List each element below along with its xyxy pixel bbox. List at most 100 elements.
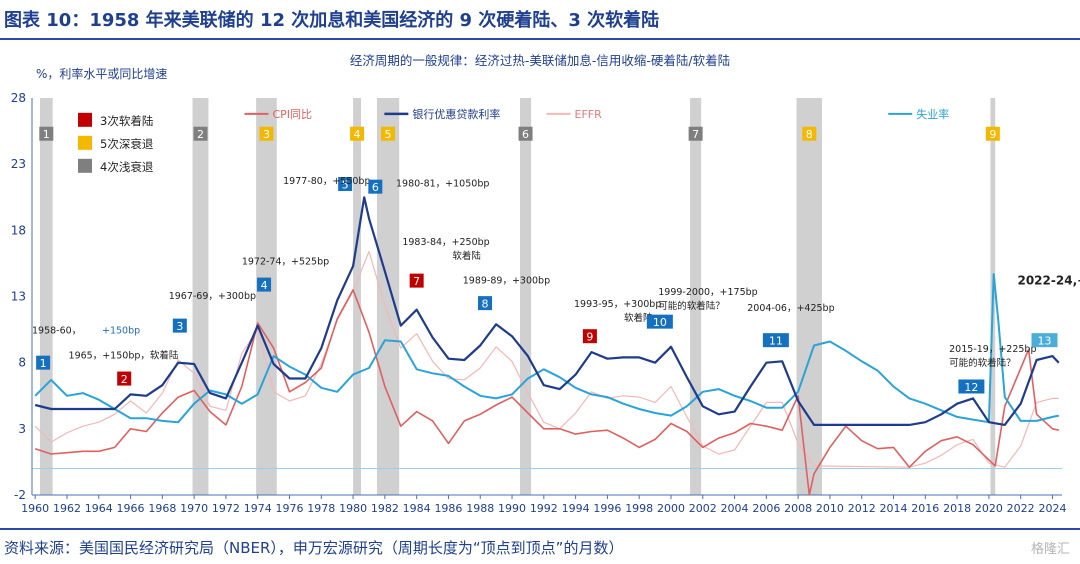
recession-label-5: 5 — [385, 128, 392, 141]
y-axis-label: %，利率水平或同比增速 — [36, 66, 167, 81]
recession-label-1: 1 — [43, 128, 50, 141]
recession-marker-8 — [802, 126, 817, 141]
hike-annotation-7: 1983-84，+250bp — [402, 237, 489, 248]
recession-label-2: 2 — [197, 128, 204, 141]
hike-annotation-13: 2022-24,+525bp — [1017, 274, 1080, 288]
recession-label-9: 9 — [989, 128, 996, 141]
hike-marker-label-3: 3 — [176, 320, 183, 333]
hike-marker-12 — [958, 379, 985, 394]
source-divider — [0, 528, 1080, 530]
hike-annotation-2-7: 软着陆 — [452, 250, 481, 262]
recession-marker-4 — [350, 126, 365, 141]
recession-label-6: 6 — [522, 128, 529, 141]
hike-annotation-2-1: +150bp — [102, 326, 140, 337]
hike-marker-label-4: 4 — [261, 279, 268, 292]
recession-label-3: 3 — [263, 128, 270, 141]
x-tick-label: 1996 — [593, 502, 621, 515]
x-tick-label: 2022 — [1007, 502, 1035, 515]
recession-marker-2 — [193, 126, 208, 141]
x-tick-label: 1994 — [562, 502, 590, 515]
x-tick-label: 1978 — [307, 502, 335, 515]
type-legend-swatch-2 — [78, 112, 92, 127]
hike-annotation-1: 1958-60， — [32, 326, 81, 337]
hike-marker-label-10: 10 — [653, 316, 667, 329]
recession-label-7: 7 — [692, 128, 699, 141]
x-tick-label: 1968 — [148, 502, 176, 515]
x-tick-label: 1976 — [276, 502, 304, 515]
x-tick-label: 2006 — [752, 502, 780, 515]
hike-marker-label-5: 5 — [342, 179, 349, 192]
hike-marker-2 — [117, 371, 132, 386]
x-tick-label: 2014 — [880, 502, 908, 515]
x-tick-label: 2012 — [848, 502, 876, 515]
hike-marker-1 — [36, 355, 51, 370]
x-tick-label: 1960 — [21, 502, 49, 515]
x-tick-label: 1962 — [53, 502, 81, 515]
y-tick-label: 23 — [11, 157, 26, 171]
legend-label-3: 失业率 — [916, 107, 949, 121]
hike-marker-10 — [646, 314, 673, 329]
recession-band-1 — [39, 98, 53, 495]
hike-annotation-3: 1967-69，+300bp — [169, 291, 256, 302]
source-note: 资料来源：美国国民经济研究局（NBER），申万宏源研究（周期长度为“顶点到顶点”… — [4, 539, 624, 557]
type-legend-swatch-1 — [78, 135, 92, 150]
hike-annotation-2-9: 软着陆 — [624, 312, 653, 324]
recession-marker-7 — [688, 126, 703, 141]
recession-band-3 — [256, 98, 277, 495]
x-tick-label: 1984 — [403, 502, 431, 515]
hike-marker-label-6: 6 — [372, 181, 379, 194]
hike-marker-8 — [478, 296, 493, 311]
y-tick-label: 3 — [18, 422, 26, 436]
hike-marker-label-11: 11 — [769, 335, 783, 348]
x-tick-label: 2018 — [943, 502, 971, 515]
hike-annotation-9: 1993-95，+300bp — [574, 299, 661, 310]
x-tick-label: 2024 — [1038, 502, 1066, 515]
x-tick-label: 1982 — [371, 502, 399, 515]
hike-annotation-5: 1977-80，+550bp — [283, 176, 370, 187]
x-tick-label: 1988 — [466, 502, 494, 515]
hike-annotation-6: 1980-81，+1050bp — [396, 179, 489, 190]
x-tick-label: 2016 — [911, 502, 939, 515]
x-tick-label: 1972 — [212, 502, 240, 515]
x-tick-label: 2000 — [657, 502, 685, 515]
recession-marker-6 — [518, 126, 533, 141]
hike-marker-7 — [409, 273, 424, 288]
hike-marker-label-2: 2 — [121, 373, 128, 386]
x-tick-label: 1986 — [434, 502, 462, 515]
hike-marker-label-12: 12 — [964, 381, 978, 394]
recession-marker-1 — [39, 126, 54, 141]
legend-label-2: EFFR — [575, 108, 603, 121]
page-title: 图表 10：1958 年来美联储的 12 次加息和美国经济的 9 次硬着陆、3 … — [4, 10, 660, 31]
watermark: 格隆汇 — [1030, 542, 1070, 557]
hike-marker-4 — [257, 277, 272, 292]
hike-annotation-2-12: 可能的软着陆？ — [949, 357, 1016, 369]
hike-annotation-8: 1989-89，+300bp — [463, 275, 550, 286]
recession-marker-9 — [985, 126, 1000, 141]
hike-annotation-2: 1965，+150bp，软着陆 — [69, 350, 179, 362]
x-tick-label: 1990 — [498, 502, 526, 515]
x-tick-label: 1998 — [625, 502, 653, 515]
hike-marker-label-9: 9 — [586, 331, 593, 344]
type-legend-swatch-0 — [78, 158, 92, 173]
chart: %，利率水平或同比增速 经济周期的一般规律：经济过热-美联储加息-信用收缩-硬着… — [11, 53, 1080, 515]
hike-marker-9 — [582, 329, 597, 344]
x-tick-label: 1980 — [339, 502, 367, 515]
x-tick-label: 2008 — [784, 502, 812, 515]
recession-marker-5 — [381, 126, 396, 141]
y-tick-label: 8 — [18, 356, 26, 370]
hike-marker-label-13: 13 — [1038, 335, 1052, 348]
recession-band-6 — [519, 98, 532, 495]
y-tick-label: 13 — [11, 290, 26, 304]
y-tick-label: -2 — [14, 488, 26, 502]
legend-label-1: 银行优惠贷款利率 — [412, 107, 500, 121]
chart-subtitle: 经济周期的一般规律：经济过热-美联储加息-信用收缩-硬着陆/软着陆 — [350, 53, 730, 68]
x-tick-label: 1992 — [530, 502, 558, 515]
hike-annotation-4: 1972-74，+525bp — [242, 257, 329, 268]
x-tick-label: 1966 — [117, 502, 145, 515]
hike-marker-13 — [1031, 333, 1058, 348]
hike-marker-3 — [172, 318, 187, 333]
series-line-0 — [34, 289, 1059, 496]
hike-annotation-12: 2015-19，+225bp — [949, 344, 1036, 355]
legend-label-0: CPI同比 — [272, 108, 312, 121]
title-divider — [0, 38, 1080, 40]
